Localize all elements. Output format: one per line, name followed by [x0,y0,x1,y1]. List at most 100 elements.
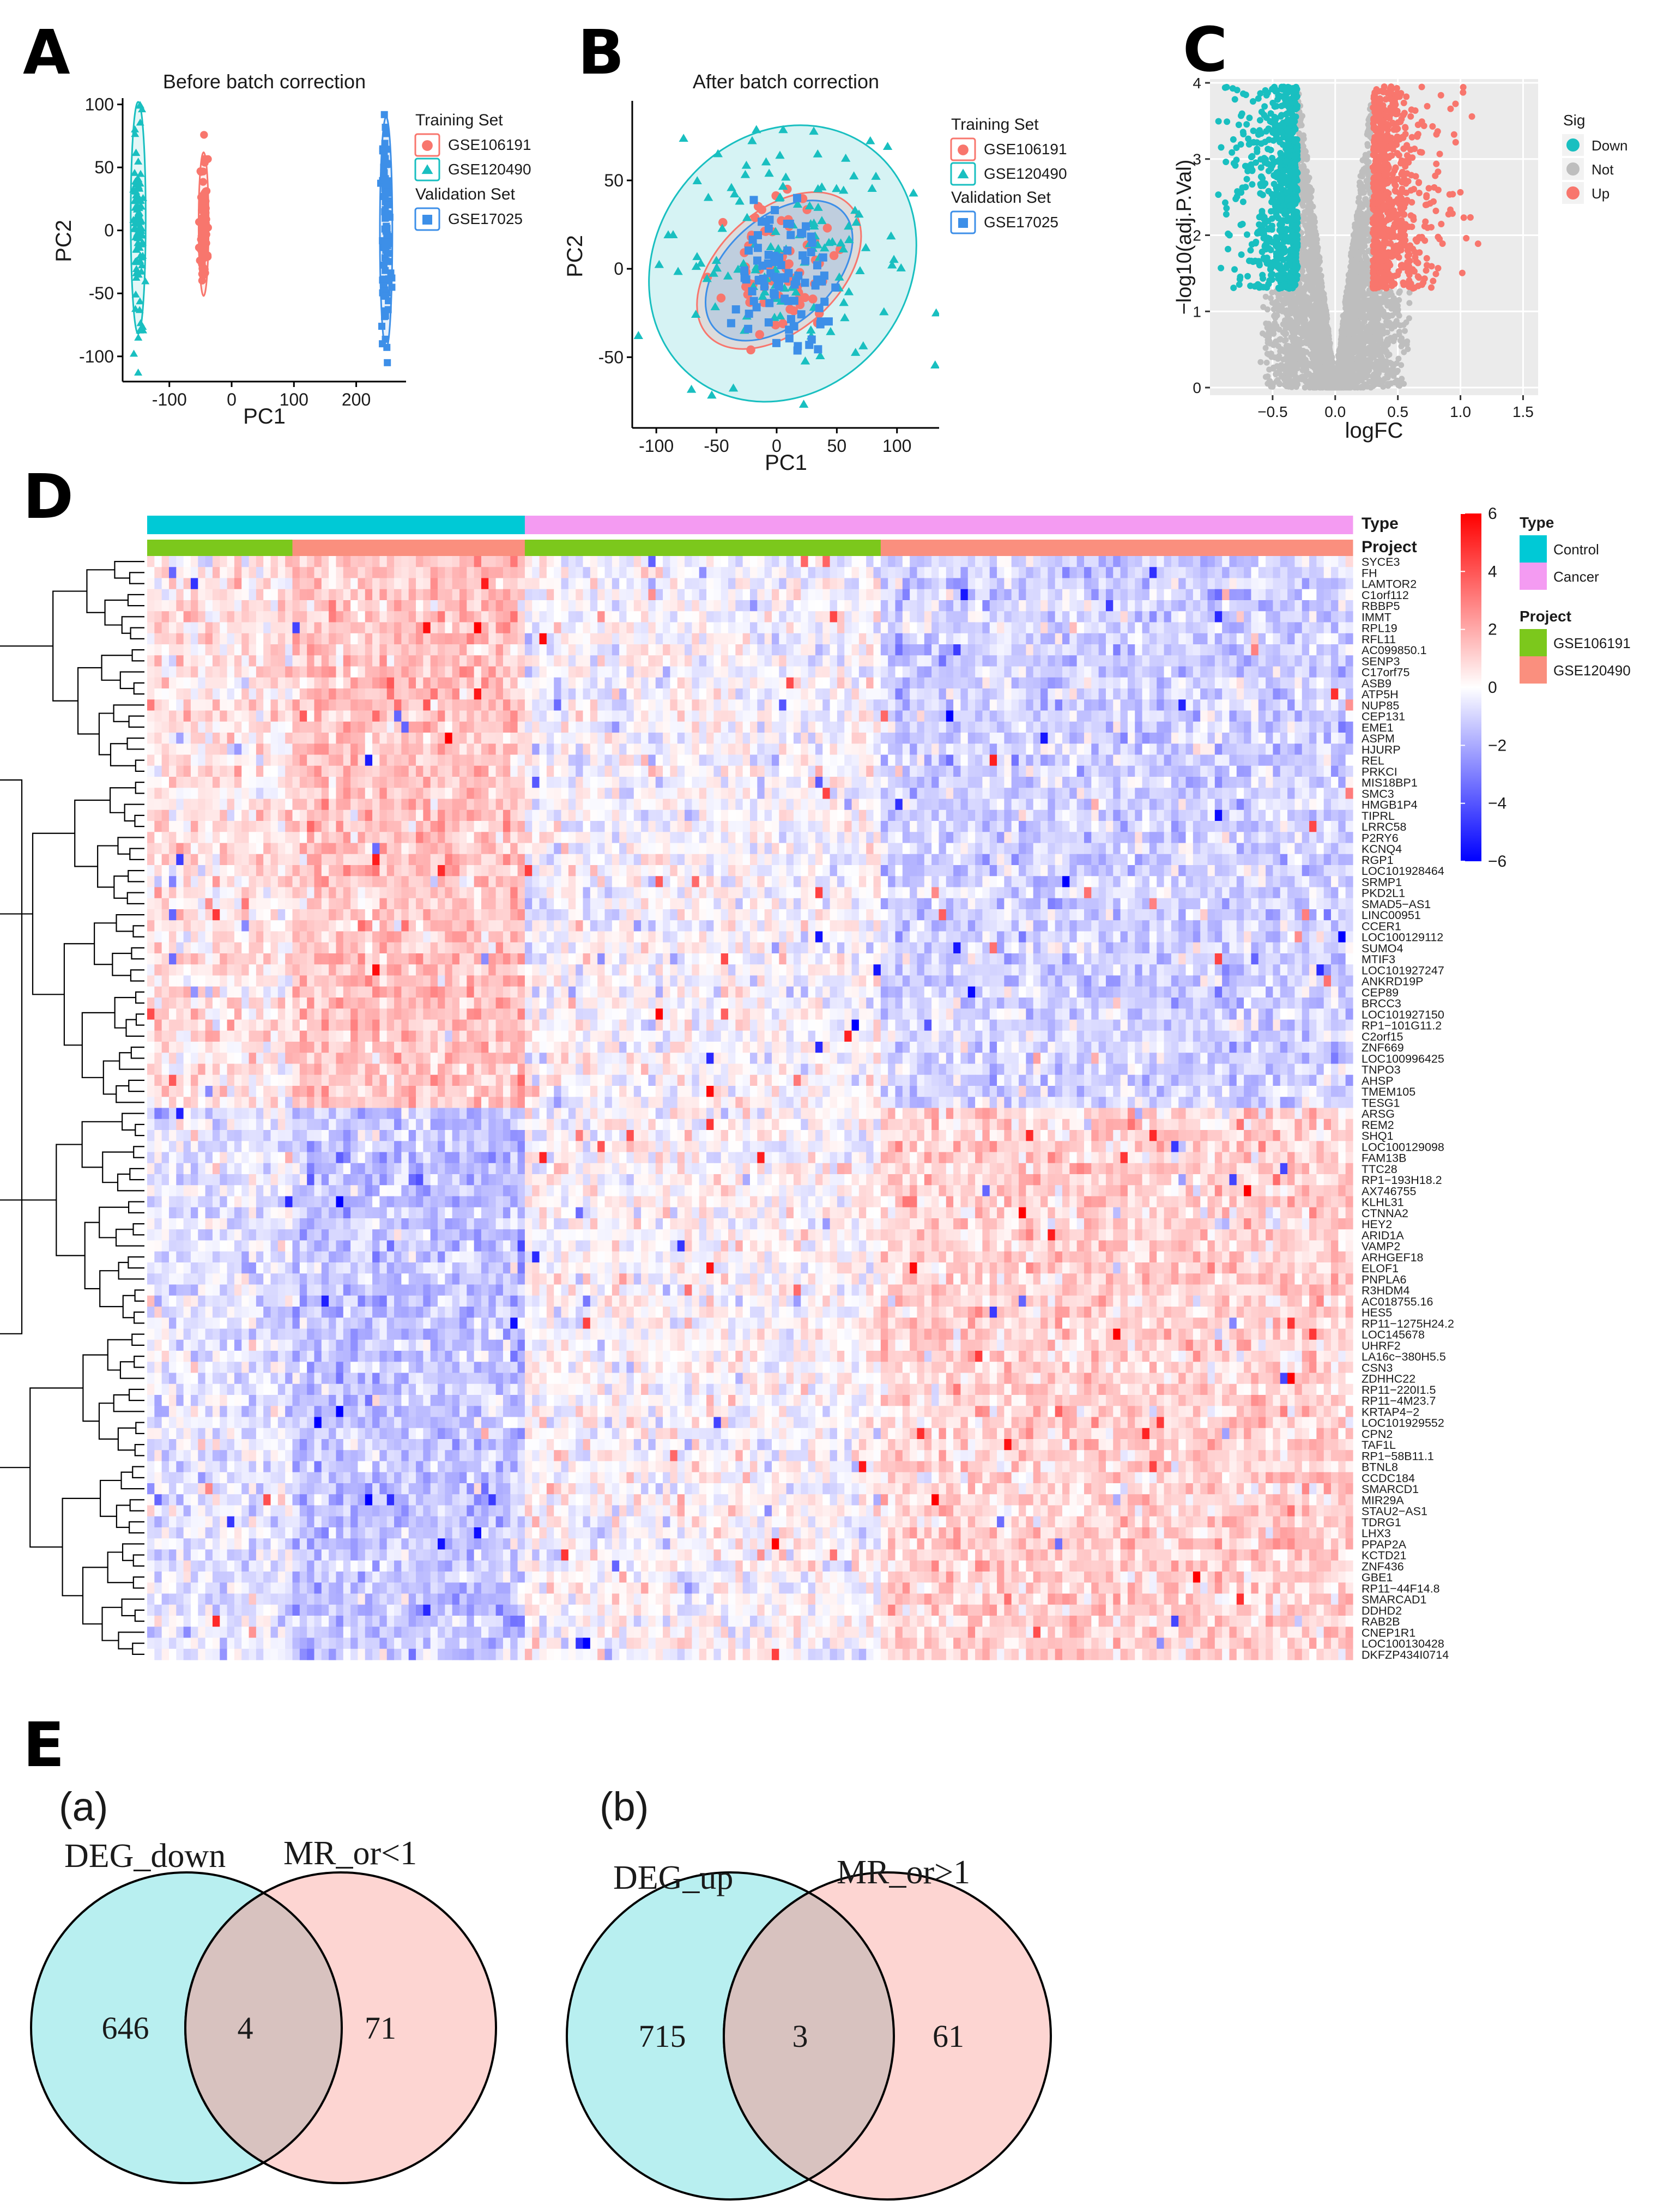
volcano-point-not [1336,361,1342,367]
volcano-point-not [1406,315,1412,321]
point-gse106191 [201,191,208,198]
point-gse106191 [200,131,208,138]
volcano-point-not [1352,230,1358,236]
volcano-point-down [1244,273,1251,280]
volcano-point-down [1257,229,1263,236]
volcano-point-down [1293,195,1300,201]
x-tick-label: 100 [882,436,911,456]
volcano-point-not [1318,364,1324,370]
point-gse17025 [386,214,394,221]
volcano-point-down [1224,118,1230,125]
point-gse17025 [727,319,735,327]
volcano-point-down [1250,98,1256,105]
volcano-point-down [1236,281,1243,288]
volcano-point-down [1238,251,1245,258]
volcano-point-not [1297,309,1303,315]
volcano-point-down [1294,170,1300,176]
volcano-point-not [1355,319,1361,325]
panel-b-legend-entry-gse17025: GSE17025 [984,214,1058,231]
volcano-point-up [1401,100,1407,106]
panel-a-title: Before batch correction [163,70,366,93]
volcano-point-not [1276,336,1282,342]
volcano-point-down [1224,84,1230,90]
volcano-point-not [1349,257,1355,263]
volcano-point-not [1269,289,1275,295]
panel-a-letter: A [23,17,70,88]
volcano-point-up [1423,194,1430,201]
volcano-point-not [1293,301,1299,307]
volcano-point-not [1308,306,1314,312]
volcano-point-down [1244,176,1250,183]
point-gse106191 [789,306,798,316]
point-gse17025 [385,190,392,197]
volcano-point-not [1300,354,1306,360]
volcano-point-down [1283,86,1290,92]
volcano-point-not [1370,291,1376,297]
point-gse17025 [382,244,389,251]
point-gse17025 [754,244,762,252]
volcano-point-not [1323,308,1329,314]
point-gse17025 [765,251,773,259]
volcano-point-not [1395,368,1401,374]
volcano-point-down [1288,274,1294,281]
volcano-point-not [1405,346,1411,352]
volcano-point-down [1292,159,1298,166]
volcano-point-down [1230,285,1237,291]
volcano-point-not [1317,325,1323,331]
volcano-point-not [1394,377,1400,383]
volcano-point-not [1378,306,1384,312]
panel-a-legend-entry-gse106191: GSE106191 [448,136,531,153]
point-gse106191 [746,346,755,355]
volcano-point-not [1317,273,1323,279]
volcano-point-down [1254,149,1260,155]
volcano-point-down [1287,203,1293,209]
point-gse17025 [802,222,810,231]
volcano-point-down [1233,156,1240,163]
volcano-point-not [1356,277,1362,283]
volcano-point-not [1371,306,1377,312]
volcano-point-down [1226,232,1233,238]
volcano-point-not [1309,319,1315,325]
volcano-point-not [1396,329,1402,335]
point-gse17025 [759,275,767,283]
volcano-point-down [1233,144,1240,151]
volcano-point-not [1313,242,1319,248]
volcano-point-not [1312,385,1318,391]
point-gse17025 [765,225,773,233]
volcano-point-down [1285,141,1291,147]
volcano-point-not [1316,303,1322,309]
point-gse17025 [797,310,806,318]
volcano-point-down [1218,144,1224,150]
point-gse106191 [201,155,209,162]
volcano-point-down [1288,119,1295,125]
volcano-point-not [1285,381,1291,387]
volcano-point-not [1300,298,1306,304]
volcano-point-down [1276,254,1283,261]
y-tick-label: 50 [604,171,624,190]
point-gse17025 [820,298,828,306]
volcano-point-not [1281,364,1287,370]
volcano-point-not [1344,312,1350,318]
point-gse17025 [740,267,748,275]
volcano-point-down [1283,158,1290,165]
x-tick-label: -100 [152,390,187,409]
point-gse17025 [382,155,389,162]
volcano-point-down [1284,189,1290,195]
volcano-point-not [1364,264,1370,270]
volcano-point-not [1271,313,1277,319]
volcano-point-not [1282,331,1288,337]
volcano-point-not [1347,328,1353,334]
point-gse106191 [202,215,210,223]
y-tick-label: -100 [79,347,114,366]
volcano-point-down [1293,145,1300,152]
volcano-point-not [1363,196,1369,202]
volcano-point-not [1341,320,1347,326]
point-gse17025 [748,287,757,295]
volcano-point-down [1291,89,1297,95]
volcano-point-down [1285,101,1292,107]
point-gse17025 [765,299,773,307]
volcano-point-not [1353,344,1359,350]
volcano-point-not [1374,301,1380,307]
point-gse106191 [204,253,211,261]
volcano-point-not [1363,255,1369,261]
